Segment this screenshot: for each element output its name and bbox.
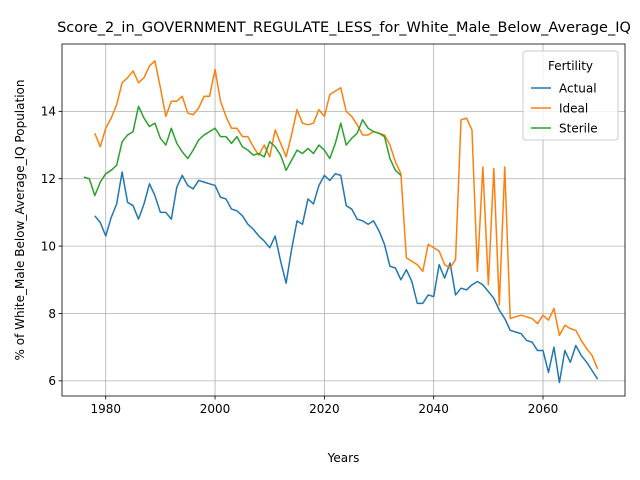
legend-title: Fertility [548,59,593,73]
legend: Fertility Actual Ideal Sterile [522,50,619,141]
legend-label-actual: Actual [559,81,597,95]
legend-label-sterile: Sterile [559,121,598,135]
series-line-actual [94,171,599,384]
series-lines [83,60,599,384]
x-tick-label: 2000 [200,402,231,416]
x-tick-label: 2020 [309,402,340,416]
x-axis-label: Years [327,451,360,465]
y-tick-label: 8 [48,307,56,321]
x-tick-label: 1980 [90,402,121,416]
y-tick-label: 12 [41,172,56,186]
series-line-ideal [94,60,599,370]
y-tick-label: 6 [48,374,56,388]
legend-box [522,50,619,141]
legend-label-ideal: Ideal [559,101,588,115]
series-line-sterile [83,105,402,197]
y-axis-label: % of White_Male Below_Average_IQ Populat… [13,80,27,361]
x-tick-label: 2060 [528,402,559,416]
axis-ticks: 1980 2000 2020 2040 2060 6 8 10 12 14 [41,105,559,416]
plot-frame [61,43,626,397]
x-tick-label: 2040 [418,402,449,416]
y-tick-label: 14 [41,105,56,119]
chart-title: Score_2_in_GOVERNMENT_REGULATE_LESS_for_… [57,20,631,36]
y-tick-label: 10 [41,239,56,253]
